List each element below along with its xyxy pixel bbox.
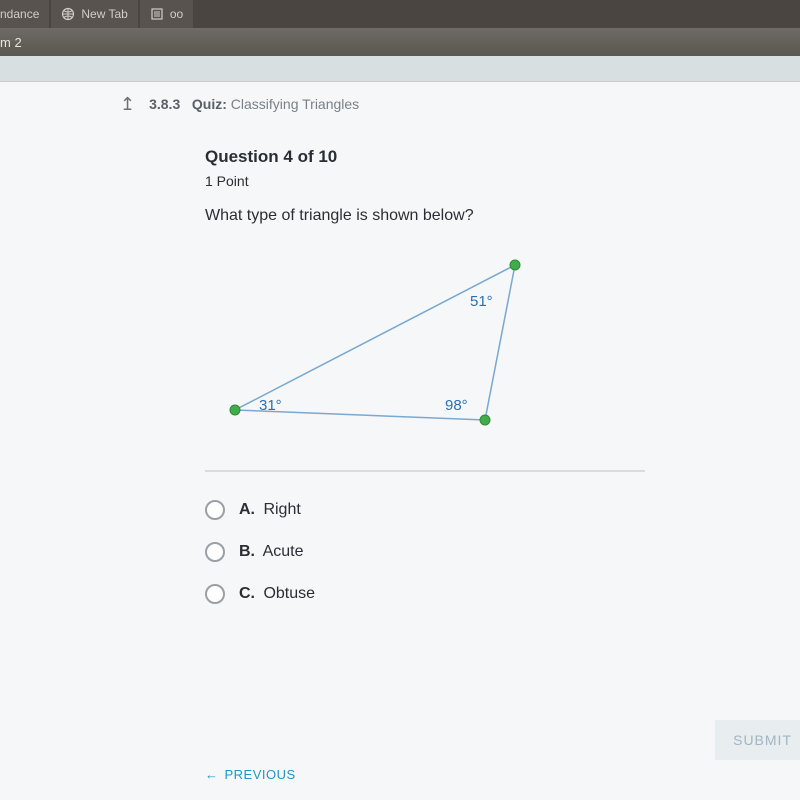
globe-icon xyxy=(61,7,75,21)
triangle-svg xyxy=(205,245,565,445)
angle-label: 51° xyxy=(470,293,493,310)
radio-button[interactable] xyxy=(205,584,225,604)
quiz-header: ↥ 3.8.3 Quiz: Classifying Triangles xyxy=(120,82,800,126)
browser-tab-bar: ndance New Tab oo xyxy=(0,0,800,28)
quiz-screen: ↥ 3.8.3 Quiz: Classifying Triangles Ques… xyxy=(0,56,800,800)
triangle-figure: 31° 98° 51° xyxy=(205,245,565,445)
quiz-panel: ↥ 3.8.3 Quiz: Classifying Triangles Ques… xyxy=(0,81,800,800)
option-label: C. Obtuse xyxy=(239,585,315,603)
breadcrumb-text: m 2 xyxy=(0,35,22,50)
tab-2-new-tab[interactable]: New Tab xyxy=(51,0,137,28)
previous-link[interactable]: ← PREVIOUS xyxy=(205,767,296,782)
tab-label: oo xyxy=(170,7,183,21)
question-text: What type of triangle is shown below? xyxy=(205,207,760,225)
submit-button[interactable]: SUBMIT xyxy=(715,720,800,760)
back-arrow-icon[interactable]: ↥ xyxy=(120,94,135,115)
triangle-vertex xyxy=(510,260,520,270)
question-points: 1 Point xyxy=(205,173,760,189)
answer-option-right[interactable]: A. Right xyxy=(205,500,760,520)
answer-option-obtuse[interactable]: C. Obtuse xyxy=(205,584,760,604)
triangle-vertex xyxy=(230,405,240,415)
option-label: A. Right xyxy=(239,501,301,519)
quiz-section-number: 3.8.3 xyxy=(149,96,180,112)
arrow-left-icon: ← xyxy=(205,767,219,782)
tab-1[interactable]: ndance xyxy=(0,0,49,28)
angle-label: 98° xyxy=(445,397,468,414)
tab-label: ndance xyxy=(0,7,39,21)
question-counter: Question 4 of 10 xyxy=(205,147,760,167)
radio-button[interactable] xyxy=(205,542,225,562)
submit-label: SUBMIT xyxy=(733,732,792,748)
answer-option-acute[interactable]: B. Acute xyxy=(205,542,760,562)
triangle-vertex xyxy=(480,415,490,425)
tab-label: New Tab xyxy=(81,7,127,21)
question-content: Question 4 of 10 1 Point What type of tr… xyxy=(205,147,760,626)
quiz-title: Classifying Triangles xyxy=(231,96,359,112)
tab-3[interactable]: oo xyxy=(140,0,193,28)
radio-button[interactable] xyxy=(205,500,225,520)
previous-label: PREVIOUS xyxy=(225,767,296,782)
list-icon xyxy=(150,7,164,21)
option-label: B. Acute xyxy=(239,543,303,561)
angle-label: 31° xyxy=(259,397,282,414)
quiz-label: Quiz: xyxy=(192,96,227,112)
divider xyxy=(205,470,645,472)
breadcrumb: m 2 xyxy=(0,28,800,56)
